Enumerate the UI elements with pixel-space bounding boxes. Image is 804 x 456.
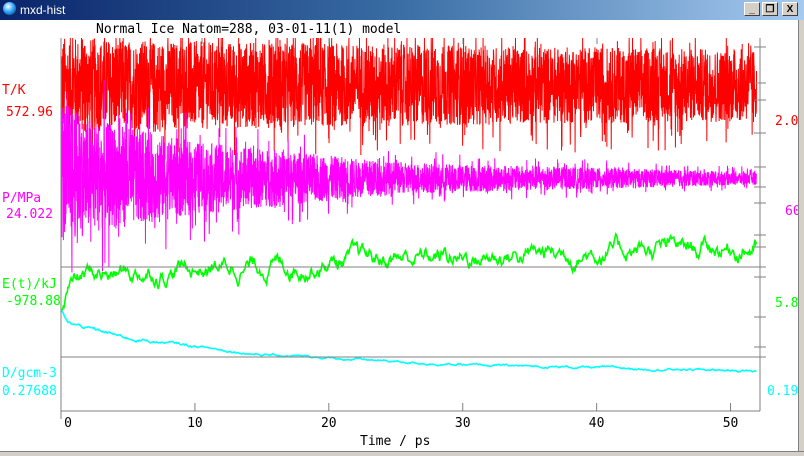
- history-chart: Normal Ice Natom=288, 03-01-11(1) model …: [2, 22, 798, 449]
- x-tick-label: 40: [589, 416, 605, 431]
- series-line-0: [60, 37, 757, 163]
- series-name-label: E(t)/kJ: [2, 277, 57, 292]
- title-bar: mxd-hist _ ❐ X: [0, 0, 804, 20]
- series-scale-label: 0.19: [767, 384, 798, 399]
- close-button[interactable]: X: [782, 2, 798, 16]
- series-current-value: 572.96: [6, 105, 53, 120]
- series-current-value: 0.27688: [2, 384, 57, 399]
- window-border-right: [798, 20, 804, 455]
- window-title: mxd-hist: [20, 3, 66, 17]
- series-line-3: [60, 309, 757, 373]
- series-scale-label: 5.8: [775, 296, 798, 311]
- series-line-2: [60, 231, 758, 312]
- series-name-label: D/gcm-3: [2, 366, 57, 381]
- series-scale-label: 2.0: [775, 114, 798, 129]
- minimize-button[interactable]: _: [744, 2, 760, 16]
- chart-title: Normal Ice Natom=288, 03-01-11(1) model: [96, 22, 401, 37]
- series-name-label: T/K: [2, 83, 26, 98]
- x-tick-label: 50: [723, 416, 739, 431]
- x-tick-label: 20: [321, 416, 337, 431]
- restore-button[interactable]: ❐: [762, 2, 778, 16]
- x-tick-label: 10: [187, 416, 203, 431]
- window-border-bottom: [0, 451, 804, 456]
- x-tick-label: 0: [64, 416, 72, 431]
- series-scale-label: 60: [785, 204, 798, 219]
- x-tick-label: 30: [455, 416, 471, 431]
- app-icon: [3, 2, 16, 15]
- series-current-value: -978.88: [6, 294, 61, 309]
- series-name-label: P/MPa: [2, 191, 41, 206]
- series-current-value: 24.022: [6, 207, 53, 222]
- x-axis-label: Time / ps: [360, 434, 430, 449]
- series-line-1: [60, 64, 757, 273]
